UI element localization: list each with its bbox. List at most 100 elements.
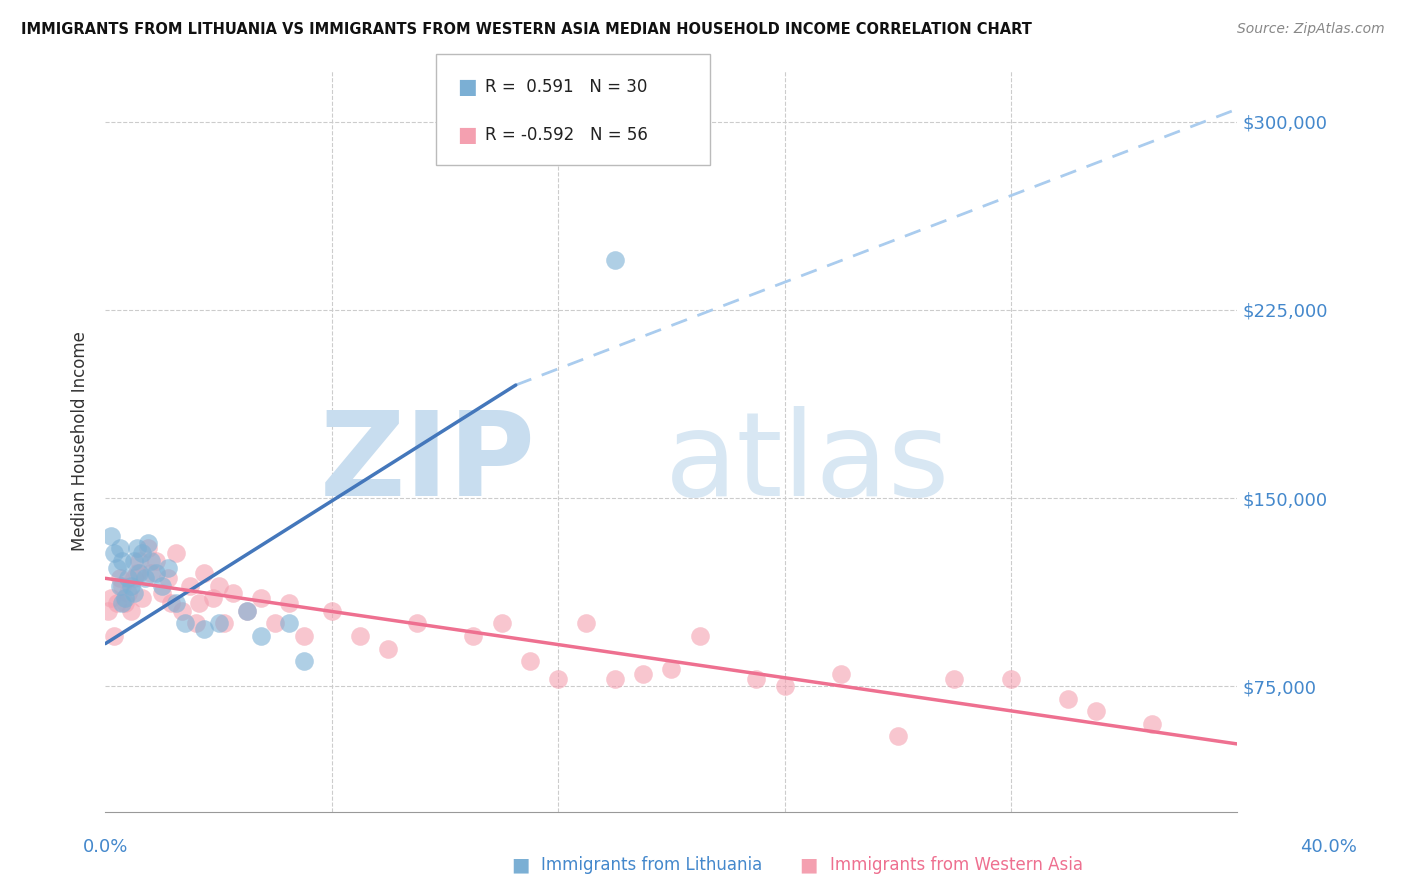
Point <box>108 541 131 556</box>
Point <box>830 666 852 681</box>
Text: R =  0.591   N = 30: R = 0.591 N = 30 <box>485 78 647 95</box>
Point <box>156 571 179 585</box>
Text: ■: ■ <box>457 125 477 145</box>
Point <box>120 604 142 618</box>
Point <box>631 666 654 681</box>
Text: ZIP: ZIP <box>319 406 536 521</box>
Point <box>108 571 131 585</box>
Point <box>193 622 215 636</box>
Point <box>1000 672 1022 686</box>
Text: R = -0.592   N = 56: R = -0.592 N = 56 <box>485 126 648 144</box>
Point <box>145 554 167 568</box>
Point <box>236 604 259 618</box>
Point <box>943 672 966 686</box>
Point <box>120 579 142 593</box>
Point <box>128 566 150 581</box>
Point <box>111 596 134 610</box>
Point <box>105 561 128 575</box>
Point <box>491 616 513 631</box>
Point <box>187 596 209 610</box>
Text: 40.0%: 40.0% <box>1301 838 1357 855</box>
Point <box>773 679 796 693</box>
Point <box>278 596 301 610</box>
Point <box>139 566 162 581</box>
Text: ■: ■ <box>799 855 818 875</box>
Point <box>156 561 179 575</box>
Point <box>292 654 315 668</box>
Point <box>222 586 245 600</box>
Point <box>208 579 231 593</box>
Point <box>264 616 287 631</box>
Point <box>214 616 236 631</box>
Point <box>170 604 193 618</box>
Point <box>131 546 153 560</box>
Point <box>122 586 145 600</box>
Point <box>689 629 711 643</box>
Point <box>349 629 371 643</box>
Point <box>193 566 215 581</box>
Point <box>250 629 273 643</box>
Point <box>887 730 910 744</box>
Point <box>165 596 187 610</box>
Point <box>463 629 485 643</box>
Point <box>165 546 187 560</box>
Point <box>117 586 139 600</box>
Point <box>114 596 136 610</box>
Point <box>377 641 399 656</box>
Point <box>122 554 145 568</box>
Text: Source: ZipAtlas.com: Source: ZipAtlas.com <box>1237 22 1385 37</box>
Point <box>547 672 569 686</box>
Point <box>139 554 162 568</box>
Point <box>111 579 134 593</box>
Point <box>603 252 626 267</box>
Text: 0.0%: 0.0% <box>83 838 128 855</box>
Point <box>236 604 259 618</box>
Point <box>97 604 120 618</box>
Point <box>173 616 195 631</box>
Text: ■: ■ <box>457 77 477 96</box>
Point <box>201 591 224 606</box>
Point <box>125 566 148 581</box>
Point <box>125 541 148 556</box>
Text: atlas: atlas <box>665 406 950 521</box>
Point <box>321 604 343 618</box>
Y-axis label: Median Household Income: Median Household Income <box>72 332 90 551</box>
Point <box>105 596 128 610</box>
Point <box>103 629 125 643</box>
Point <box>292 629 315 643</box>
Point <box>278 616 301 631</box>
Point <box>1056 691 1078 706</box>
Point <box>131 591 153 606</box>
Point <box>405 616 427 631</box>
Point <box>111 554 134 568</box>
Text: IMMIGRANTS FROM LITHUANIA VS IMMIGRANTS FROM WESTERN ASIA MEDIAN HOUSEHOLD INCOM: IMMIGRANTS FROM LITHUANIA VS IMMIGRANTS … <box>21 22 1032 37</box>
Point <box>150 579 173 593</box>
Point <box>100 591 122 606</box>
Point <box>1142 717 1164 731</box>
Point <box>145 566 167 581</box>
Point <box>1084 704 1107 718</box>
Point <box>108 579 131 593</box>
Point <box>128 554 150 568</box>
Point <box>603 672 626 686</box>
Text: ■: ■ <box>510 855 530 875</box>
Point <box>100 529 122 543</box>
Text: Immigrants from Western Asia: Immigrants from Western Asia <box>830 856 1083 874</box>
Point <box>575 616 598 631</box>
Point <box>208 616 231 631</box>
Point <box>250 591 273 606</box>
Point <box>150 586 173 600</box>
Point <box>745 672 768 686</box>
Point <box>179 579 201 593</box>
Point <box>184 616 207 631</box>
Point <box>136 541 159 556</box>
Point <box>159 596 181 610</box>
Point <box>117 571 139 585</box>
Point <box>136 536 159 550</box>
Point <box>114 591 136 606</box>
Point <box>103 546 125 560</box>
Point <box>122 571 145 585</box>
Text: Immigrants from Lithuania: Immigrants from Lithuania <box>541 856 762 874</box>
Point <box>134 571 156 585</box>
Point <box>519 654 541 668</box>
